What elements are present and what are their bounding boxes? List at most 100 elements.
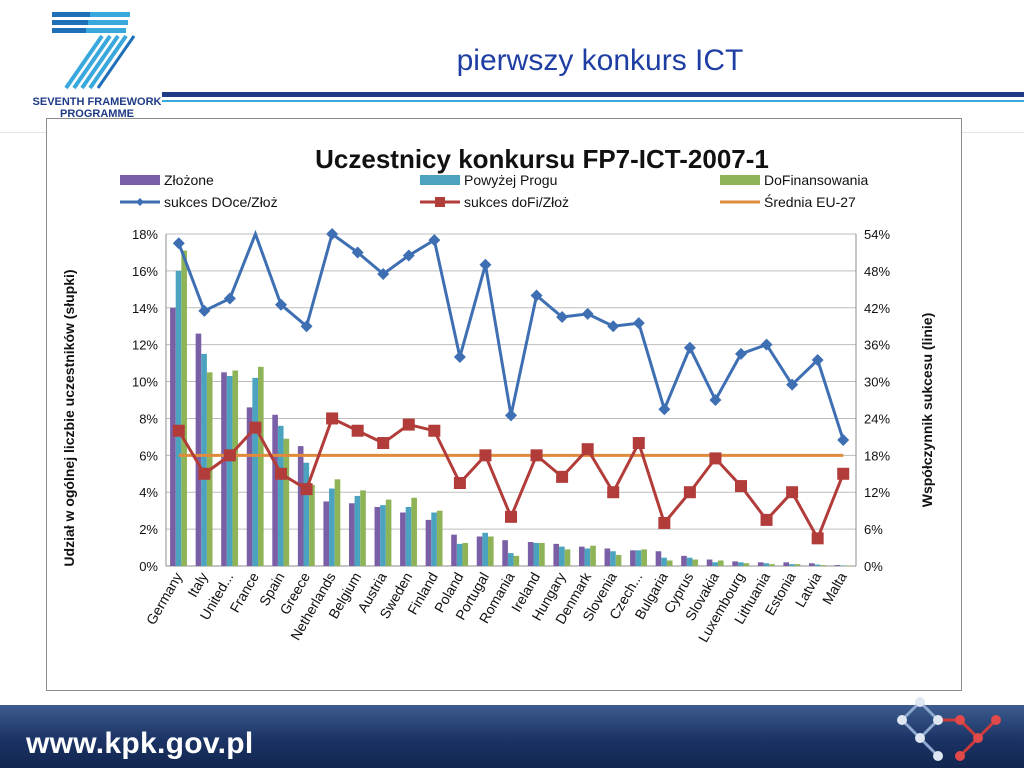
bar-dofin <box>462 542 469 566</box>
page-title: pierwszy konkurs ICT <box>456 44 744 77</box>
bar-dofin <box>258 366 264 566</box>
right-tick-label: 18% <box>864 448 890 463</box>
logo-line1: SEVENTH FRAMEWORK <box>33 96 162 108</box>
bar-zlozone <box>348 503 355 566</box>
bar-powyzej <box>840 565 846 566</box>
bar-dofin <box>615 554 622 566</box>
category-label: Latvia <box>792 569 825 610</box>
bar-dofin <box>590 545 596 566</box>
bar-dofin <box>692 559 699 566</box>
point-dofiz <box>632 437 645 450</box>
point-docez <box>607 320 620 333</box>
point-dofiz <box>735 480 747 493</box>
right-tick-label: 24% <box>864 411 890 426</box>
point-dofiz <box>377 437 390 450</box>
point-dofiz <box>223 449 236 462</box>
point-dofiz <box>786 486 799 499</box>
category-label: Malta <box>819 569 850 607</box>
footer-bar: www.kpk.gov.pl <box>0 705 1024 768</box>
legend-label-zlozone: Złożone <box>164 172 214 188</box>
point-dofiz <box>300 483 313 496</box>
bar-dofin <box>769 564 775 566</box>
bar-powyzej <box>431 512 437 566</box>
bar-powyzej <box>737 562 744 566</box>
bar-zlozone <box>323 501 330 566</box>
footer-url[interactable]: www.kpk.gov.pl <box>26 727 254 760</box>
bar-dofin <box>845 565 852 566</box>
bar-zlozone <box>272 414 278 566</box>
legend-swatch-powyzej <box>420 175 460 185</box>
point-docez <box>709 394 722 406</box>
bar-zlozone <box>476 536 483 566</box>
bar-powyzej <box>584 548 591 566</box>
point-docez <box>326 228 339 240</box>
bar-dofin <box>564 549 571 566</box>
point-dofiz <box>505 510 517 523</box>
legend-label-dofin: DoFinansowania <box>764 172 868 188</box>
bar-dofin <box>488 536 494 566</box>
bar-powyzej <box>507 553 514 566</box>
legend-swatch-zlozone <box>120 175 160 185</box>
chart: Uczestnicy konkursu FP7-ICT-2007-1 Złożo… <box>61 144 935 645</box>
point-dofiz <box>837 467 850 480</box>
right-tick-label: 54% <box>864 227 890 242</box>
molecule-icon <box>897 697 1001 761</box>
bars <box>170 250 852 566</box>
point-docez <box>581 307 594 320</box>
bar-zlozone <box>451 534 457 566</box>
legend-swatch-dofin <box>720 175 760 185</box>
bar-powyzej <box>303 462 310 566</box>
point-dofiz <box>172 424 185 437</box>
bar-dofin <box>539 542 545 566</box>
bar-zlozone <box>630 550 636 566</box>
point-docez <box>428 234 441 247</box>
right-axis-ticks: 0% 6% 12% 18% 24% 30% 36% 42% 48% 54% <box>864 227 890 574</box>
point-docez <box>223 292 236 305</box>
bar-powyzej <box>635 550 642 566</box>
bar-dofin <box>283 438 290 566</box>
right-axis-title: Współczynnik sukcesu (linie) <box>919 313 935 508</box>
bar-dofin <box>232 370 239 566</box>
bar-dofin <box>360 490 366 566</box>
point-dofiz <box>760 513 773 526</box>
legend-label-srednia: Średnia EU-27 <box>764 193 856 210</box>
bar-powyzej <box>661 557 667 566</box>
bar-dofin <box>181 250 187 566</box>
category-label: Germany <box>143 570 186 628</box>
legend-label-dofiz: sukces doFi/Złoż <box>464 194 569 210</box>
right-tick-label: 6% <box>864 522 883 537</box>
point-docez <box>811 354 824 367</box>
point-dofiz <box>530 449 543 462</box>
point-dofiz <box>275 467 287 480</box>
point-docez <box>505 409 517 422</box>
left-tick-label: 16% <box>132 264 158 279</box>
bar-powyzej <box>329 488 335 566</box>
point-dofiz <box>453 477 466 489</box>
right-tick-label: 36% <box>864 338 890 353</box>
bar-dofin <box>718 560 724 566</box>
bar-powyzej <box>277 425 284 566</box>
point-dofiz <box>556 470 569 483</box>
bar-powyzej <box>814 564 821 566</box>
chart-title: Uczestnicy konkursu FP7-ICT-2007-1 <box>315 144 769 174</box>
bar-dofin <box>743 563 750 566</box>
bar-powyzej <box>686 557 693 566</box>
bar-powyzej <box>610 551 616 566</box>
bar-powyzej <box>789 564 795 566</box>
right-tick-label: 48% <box>864 264 890 279</box>
left-tick-label: 18% <box>132 227 158 242</box>
bar-powyzej <box>533 542 540 566</box>
point-dofiz <box>581 443 594 456</box>
logo-line2: PROGRAMME <box>60 108 134 120</box>
point-dofiz <box>479 449 492 462</box>
bar-zlozone <box>578 546 585 566</box>
bar-powyzej <box>405 506 412 566</box>
bar-powyzej <box>252 377 258 566</box>
point-dofiz <box>326 412 339 425</box>
bar-zlozone <box>706 559 713 566</box>
bar-dofin <box>641 549 647 566</box>
right-tick-label: 12% <box>864 485 890 500</box>
point-docez <box>530 289 543 302</box>
point-dofiz <box>811 532 824 545</box>
bar-powyzej <box>226 376 233 566</box>
